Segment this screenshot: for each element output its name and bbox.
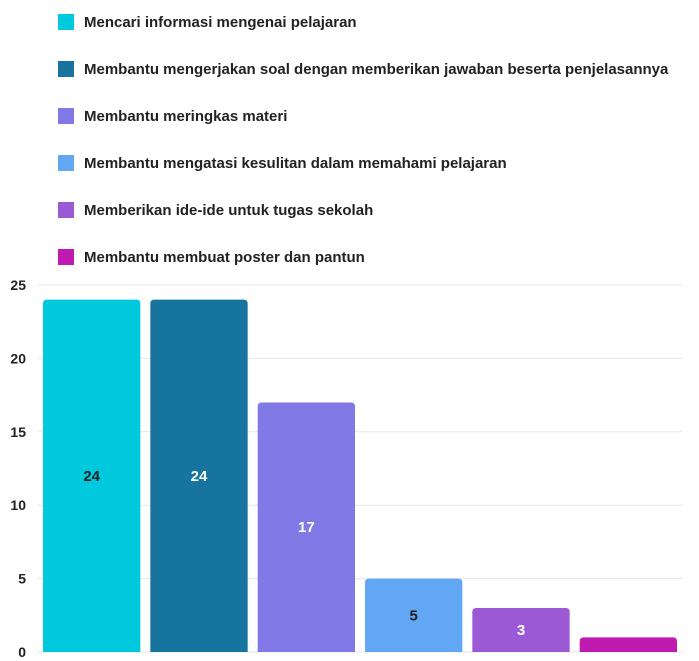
bar xyxy=(43,299,141,652)
bar-value-label: 5 xyxy=(409,607,417,624)
y-tick-label: 25 xyxy=(10,277,26,293)
y-tick-label: 5 xyxy=(18,571,26,587)
legend-swatch xyxy=(58,108,74,124)
y-tick-label: 10 xyxy=(10,497,26,513)
legend-swatch xyxy=(58,61,74,77)
legend-label: Membantu mengatasi kesulitan dalam memah… xyxy=(84,155,507,172)
bar xyxy=(472,607,570,652)
legend-label: Membantu mengerjakan soal dengan memberi… xyxy=(84,61,669,78)
y-tick-label: 0 xyxy=(18,644,26,660)
legend: Mencari informasi mengenai pelajaran Memb… xyxy=(58,14,669,266)
legend-label: Mencari informasi mengenai pelajaran xyxy=(84,14,357,31)
bars xyxy=(43,299,677,652)
bar xyxy=(579,637,677,652)
bar xyxy=(257,402,355,652)
bar-value-label: 3 xyxy=(517,622,525,639)
bar xyxy=(150,299,248,652)
legend-label: Membantu meringkas materi xyxy=(84,108,287,125)
legend-label: Memberikan ide-ide untuk tugas sekolah xyxy=(84,202,373,219)
bar-value-label: 17 xyxy=(298,519,315,536)
y-tick-label: 20 xyxy=(10,350,26,366)
legend-swatch xyxy=(58,155,74,171)
data-labels: 24 24 17 5 3 xyxy=(83,468,525,639)
bar-value-label: 24 xyxy=(83,468,100,485)
legend-swatch xyxy=(58,202,74,218)
gridlines xyxy=(38,284,682,653)
legend-label: Membantu membuat poster dan pantun xyxy=(84,249,365,266)
legend-swatch xyxy=(58,14,74,30)
bar-value-label: 24 xyxy=(191,468,208,485)
y-tick-label: 15 xyxy=(10,424,26,440)
y-axis: 0 5 10 15 20 25 xyxy=(10,277,26,660)
bar xyxy=(365,578,463,652)
legend-swatch xyxy=(58,249,74,265)
